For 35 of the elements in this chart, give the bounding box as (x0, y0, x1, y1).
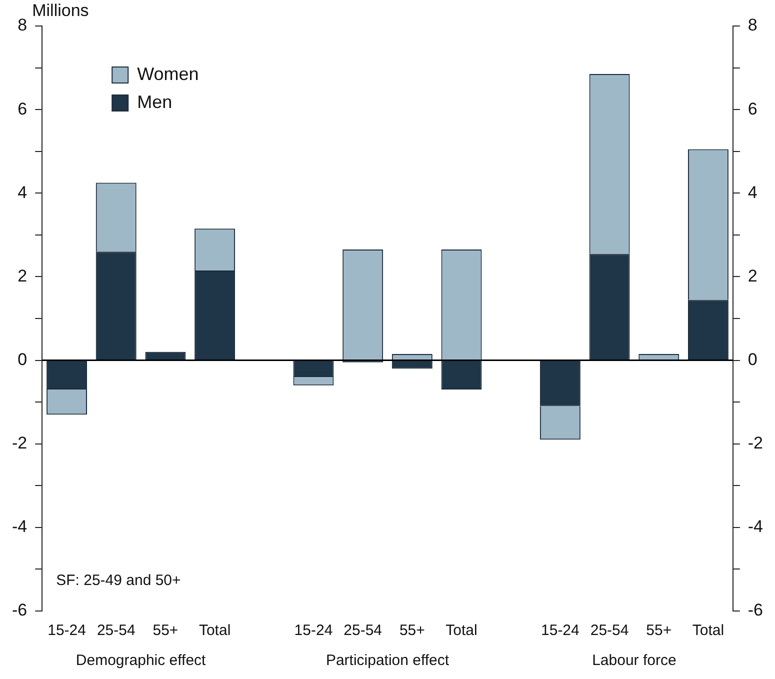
x-tick-label: 25-54 (590, 622, 629, 640)
y2-tick-label: 2 (748, 266, 758, 286)
text: Labour force (592, 652, 676, 670)
x-tick-label: 15-24 (294, 622, 333, 640)
annotation: SF: 25-49 and 50+ (56, 572, 182, 590)
x-tick-label: Total (692, 622, 724, 640)
y-tick-label: 2 (18, 266, 28, 286)
x-tick-label: 55+ (646, 622, 672, 640)
y2-tick-label: -6 (748, 600, 764, 620)
y-tick-label: -6 (12, 600, 28, 620)
y2-tick-label: -4 (748, 517, 764, 536)
x-tick-label: 15-24 (541, 622, 580, 640)
legend-label: Men (137, 92, 172, 112)
x-tick-label: 55+ (399, 622, 426, 640)
x-tick-label: 25-54 (96, 622, 136, 640)
y2-tick-label: -2 (748, 434, 764, 453)
y2-tick-label: 4 (748, 182, 758, 202)
text: Demographic effect (76, 652, 207, 670)
y2-tick-label: 0 (748, 350, 758, 369)
y-tick-label: -2 (12, 434, 28, 453)
legend-label: Women (137, 64, 199, 84)
y-tick-label: -4 (12, 517, 28, 536)
x-tick-label: Total (446, 622, 478, 640)
y-tick-label: 0 (18, 350, 28, 369)
x-tick-label: 55+ (152, 622, 178, 640)
y-tick-label: 8 (18, 16, 28, 35)
y-tick-label: 6 (18, 99, 28, 118)
y2-tick-label: 6 (748, 99, 758, 118)
y2-tick-label: 8 (748, 16, 758, 35)
y-axis-title: Millions (32, 1, 89, 20)
y-tick-label: 4 (18, 182, 28, 202)
text: Participation effect (326, 652, 450, 670)
x-tick-label: 15-24 (48, 622, 86, 640)
x-tick-label: Total (198, 622, 231, 640)
x-tick-label: 25-54 (344, 622, 382, 640)
